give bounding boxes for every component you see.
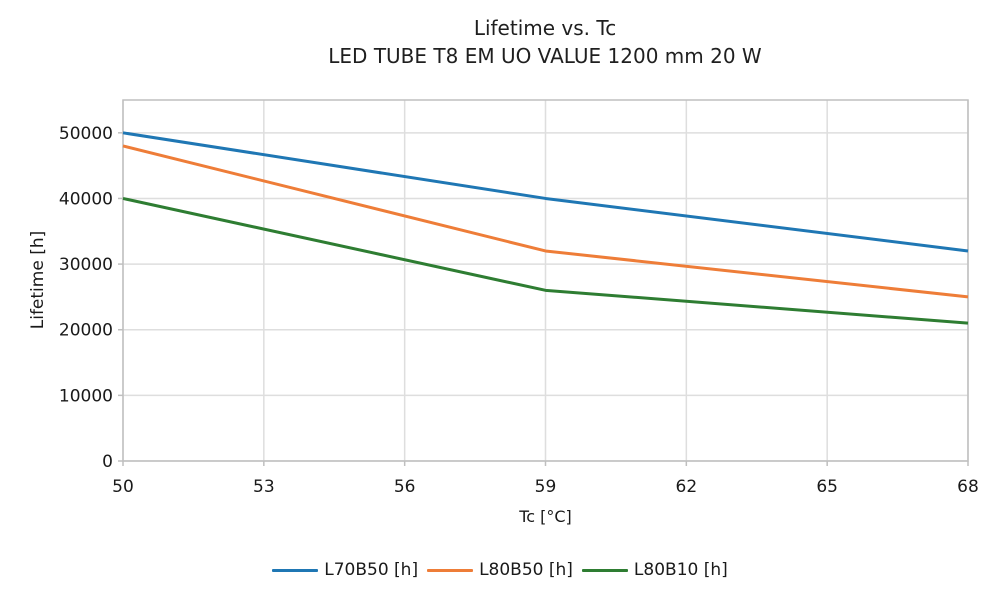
y-tick-label-20000: 20000	[59, 321, 113, 341]
x-tick-label-62: 62	[676, 477, 698, 497]
x-tick-label-59: 59	[535, 477, 557, 497]
legend-label: L80B10 [h]	[633, 560, 728, 580]
y-tick-label-30000: 30000	[59, 255, 113, 275]
y-tick-label-0: 0	[102, 452, 113, 472]
chart-title: Lifetime vs. Tc	[473, 16, 617, 40]
legend: L70B50 [h] L80B50 [h] L80B10 [h]	[0, 560, 1000, 580]
series-line-L70B50	[122, 131, 969, 253]
x-tick-label-56: 56	[394, 477, 416, 497]
legend-item-L80B50: L80B50 [h]	[427, 560, 573, 580]
y-tick-label-10000: 10000	[59, 386, 113, 406]
legend-item-L70B50: L70B50 [h]	[272, 560, 418, 580]
series-line-L80B50	[122, 144, 969, 299]
plot-area: 0 10000 20000 30000 40000 50000 50 53 56 59 62 65 68	[59, 99, 979, 497]
legend-swatch-icon	[581, 568, 628, 572]
chart-subtitle: LED TUBE T8 EM UO VALUE 1200 mm 20 W	[328, 44, 762, 68]
x-tick-label-53: 53	[253, 477, 275, 497]
x-tick-label-50: 50	[112, 477, 134, 497]
x-axis-label: Tc [°C]	[519, 507, 572, 526]
y-tick-label-40000: 40000	[59, 189, 113, 209]
y-tick-label-50000: 50000	[59, 124, 113, 144]
legend-label: L80B50 [h]	[479, 560, 573, 580]
legend-label: L70B50 [h]	[324, 560, 419, 580]
y-axis-label: Lifetime [h]	[28, 230, 48, 330]
x-tick-label-65: 65	[816, 477, 838, 497]
legend-swatch-icon	[272, 568, 319, 572]
x-tick-label-68: 68	[957, 477, 979, 497]
series-line-L80B10	[122, 196, 969, 325]
legend-item-L80B10: L80B10 [h]	[581, 560, 728, 580]
legend-swatch-icon	[427, 568, 474, 572]
